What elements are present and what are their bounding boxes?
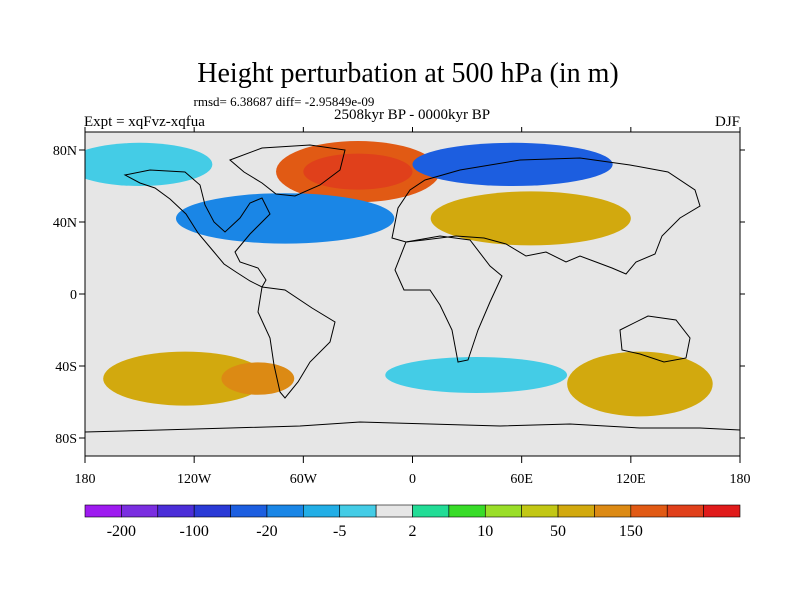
colorbar: -200 -100 -20 -5 2 10 50 150 bbox=[84, 504, 741, 540]
colorbar-swatch bbox=[484, 504, 522, 518]
colorbar-swatch bbox=[666, 504, 704, 518]
y-tick-label: 80N bbox=[53, 144, 77, 159]
contour-region bbox=[303, 153, 413, 190]
x-tick-label: 120E bbox=[616, 472, 646, 487]
coastline-north-america bbox=[123, 169, 271, 288]
chart-title: Height perturbation at 500 hPa (in m) bbox=[197, 58, 618, 89]
x-tick-label: 60W bbox=[290, 472, 318, 487]
colorbar-swatch bbox=[630, 504, 668, 518]
contour-region bbox=[175, 193, 395, 244]
colorbar-label: 150 bbox=[619, 523, 643, 540]
contour-region bbox=[85, 142, 213, 186]
map-plot bbox=[84, 131, 741, 457]
colorbar-swatch bbox=[230, 504, 268, 518]
coastline-antarctica bbox=[85, 421, 740, 433]
coastline-eurasia bbox=[391, 157, 701, 275]
colorbar-swatch bbox=[375, 504, 413, 518]
colorbar-swatch bbox=[448, 504, 486, 518]
contour-region bbox=[103, 351, 267, 406]
colorbar-swatch bbox=[193, 504, 231, 518]
x-tick-label: 120W bbox=[177, 472, 212, 487]
colorbar-swatch bbox=[557, 504, 595, 518]
colorbar-swatch bbox=[412, 504, 450, 518]
coastline-australia bbox=[619, 315, 691, 363]
coastline-africa bbox=[394, 235, 503, 363]
colorbar-label: -100 bbox=[180, 523, 209, 540]
contour-region bbox=[567, 351, 713, 417]
colorbar-label: -200 bbox=[107, 523, 136, 540]
colorbar-label: 50 bbox=[550, 523, 566, 540]
colorbar-label: 10 bbox=[477, 523, 493, 540]
y-tick-label: 80S bbox=[55, 432, 77, 447]
colorbar-swatch bbox=[157, 504, 195, 518]
axes: 180 120W 60W 0 60E 120E 180 80N 40N 0 40S 80S bbox=[53, 127, 751, 487]
x-tick-label: 0 bbox=[409, 472, 416, 487]
colorbar-label: -20 bbox=[256, 523, 277, 540]
experiment-label: Expt = xqFvz-xqfua bbox=[84, 114, 205, 130]
colorbar-swatch bbox=[121, 504, 159, 518]
colorbar-swatch bbox=[84, 504, 122, 518]
contour-region bbox=[221, 362, 295, 395]
colorbar-label: 2 bbox=[409, 523, 417, 540]
stats-text: rmsd= 6.38687 diff= -2.95849e-09 bbox=[194, 94, 375, 109]
y-tick-label: 0 bbox=[70, 288, 77, 303]
contour-region bbox=[412, 142, 613, 186]
x-tick-label: 180 bbox=[730, 472, 751, 487]
x-tick-label: 60E bbox=[510, 472, 533, 487]
x-tick-label: 180 bbox=[75, 472, 96, 487]
colorbar-swatch bbox=[594, 504, 632, 518]
contour-fills bbox=[85, 141, 713, 417]
colorbar-label: -5 bbox=[333, 523, 346, 540]
colorbar-swatch bbox=[339, 504, 377, 518]
colorbar-swatch bbox=[521, 504, 559, 518]
coastlines bbox=[85, 144, 740, 433]
coastline-south-america bbox=[257, 286, 336, 399]
contour-region bbox=[385, 357, 568, 393]
colorbar-swatch bbox=[266, 504, 304, 518]
period-label: 2508kyr BP - 0000kyr BP bbox=[334, 107, 490, 123]
y-tick-label: 40S bbox=[55, 360, 77, 375]
colorbar-swatch bbox=[703, 504, 741, 518]
season-label: DJF bbox=[715, 114, 740, 130]
y-tick-label: 40N bbox=[53, 216, 77, 231]
coastline-greenland bbox=[229, 144, 346, 197]
contour-region bbox=[430, 191, 631, 246]
colorbar-swatch bbox=[303, 504, 341, 518]
